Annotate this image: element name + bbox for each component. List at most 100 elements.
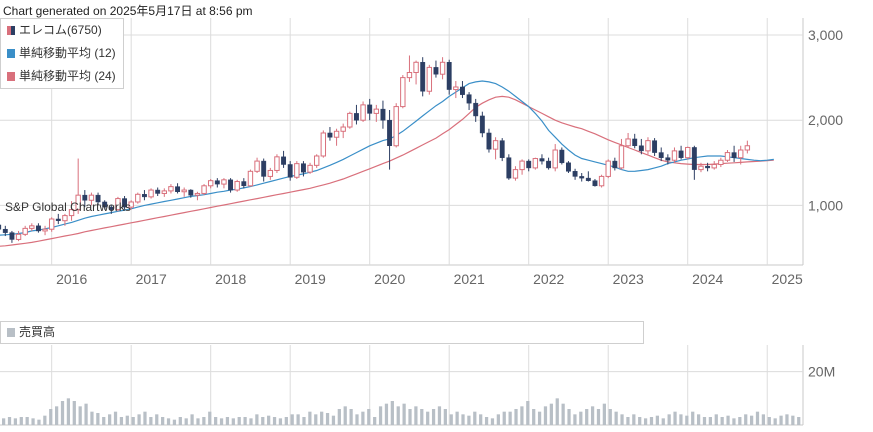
legend-item-ma24[interactable]: 単純移動平均 (24) (1, 65, 123, 88)
volume-y-axis: 20M (808, 364, 835, 380)
candle-body (605, 160, 611, 177)
volume-bar (355, 414, 359, 425)
ma24-swatch-icon (7, 72, 15, 81)
candle-body (135, 193, 141, 203)
volume-bar (496, 414, 500, 425)
candle-body (340, 126, 346, 132)
volume-bar (343, 406, 347, 425)
volume-bar (325, 413, 330, 425)
candle-body (141, 194, 147, 198)
legend-item-volume[interactable]: 売買高 (1, 322, 643, 343)
volume-bars (2, 398, 801, 425)
volume-bar (455, 411, 459, 425)
volume-bar (596, 409, 601, 425)
candle-body (711, 163, 717, 169)
volume-bar (537, 411, 542, 425)
candle-body (532, 158, 539, 169)
volume-bar (102, 417, 106, 425)
candle-body (241, 181, 247, 187)
volume-bar (608, 409, 612, 425)
volume-bar (484, 417, 489, 425)
volume-bar (543, 406, 548, 425)
volume-bar (643, 418, 648, 425)
volume-bar (308, 411, 312, 425)
volume-bar (414, 406, 418, 425)
volume-bar (714, 414, 718, 425)
candle-body (95, 194, 101, 203)
candle-body (214, 180, 220, 185)
volume-bar (378, 406, 383, 425)
candle-body (499, 140, 505, 158)
volume-bar (208, 411, 212, 425)
volume-bar (679, 414, 683, 425)
x-tick-label: 2024 (692, 271, 723, 287)
ma12-line (0, 80, 774, 236)
x-tick-label: 2021 (454, 271, 485, 287)
volume-bar (7, 417, 12, 425)
volume-bar (225, 417, 230, 425)
ma24-line-group (0, 95, 774, 247)
candle-body (48, 218, 55, 230)
volume-bar (620, 414, 624, 425)
candle-body (598, 175, 605, 187)
volume-bar (55, 406, 59, 425)
volume-bar (473, 411, 477, 425)
candle-body (718, 159, 724, 165)
ma24-line (0, 95, 774, 247)
volume-bar (108, 414, 112, 425)
volume-bar (443, 409, 447, 425)
candle-body (439, 61, 446, 75)
legend-item-ma12[interactable]: 単純移動平均 (12) (1, 42, 123, 65)
candle-body (406, 72, 413, 79)
volume-bar (278, 418, 283, 425)
volume-bar (702, 417, 707, 425)
volume-bar (720, 417, 724, 425)
volume-bar (602, 403, 606, 425)
volume-bar (461, 414, 465, 425)
candle-body (592, 180, 598, 187)
candle-body (685, 146, 691, 159)
volume-bar (773, 418, 777, 425)
watermark: S&P Global Chartworks (5, 200, 131, 214)
candle-body (261, 160, 267, 177)
candle-body (665, 157, 671, 161)
volume-bar (190, 414, 194, 425)
volume-bar (2, 418, 6, 425)
volume-bar (119, 417, 124, 425)
candle-body (671, 150, 678, 161)
candle-body (108, 206, 114, 210)
candle-body (294, 163, 300, 178)
candle-body (247, 170, 254, 187)
candle-body (274, 156, 280, 171)
volume-bar (13, 418, 18, 425)
candle-body (433, 67, 439, 75)
volume-bar (508, 411, 512, 425)
legend-item-price[interactable]: エレコム(6750) (1, 19, 123, 42)
candle-body (413, 61, 419, 74)
volume-bar (172, 419, 177, 425)
volume-bar (555, 398, 559, 425)
legend-label-price: エレコム(6750) (19, 23, 102, 37)
volume-bar (267, 415, 271, 425)
candle-body (175, 186, 181, 193)
candle-body (15, 233, 22, 240)
candle-body (155, 189, 161, 194)
volume-bar (431, 409, 436, 425)
candle-body (705, 165, 711, 169)
price-y-tick-label: 2,000 (808, 112, 843, 128)
volume-bar (532, 409, 536, 425)
volume-bar (155, 414, 159, 425)
volume-bar (408, 409, 412, 425)
x-tick-label: 2020 (374, 271, 405, 287)
candle-body (181, 189, 187, 193)
candle-body (82, 194, 88, 201)
volume-bar (767, 417, 771, 425)
volume-bar (137, 414, 141, 425)
volume-bar (25, 417, 29, 425)
candle-body (42, 228, 48, 232)
candle-body (579, 176, 585, 179)
volume-bar (202, 417, 206, 425)
x-axis: 2016 2017 2018 2019 2020 2021 2022 2023 2024 2025 (56, 271, 803, 287)
ma12-line-group (0, 80, 774, 236)
